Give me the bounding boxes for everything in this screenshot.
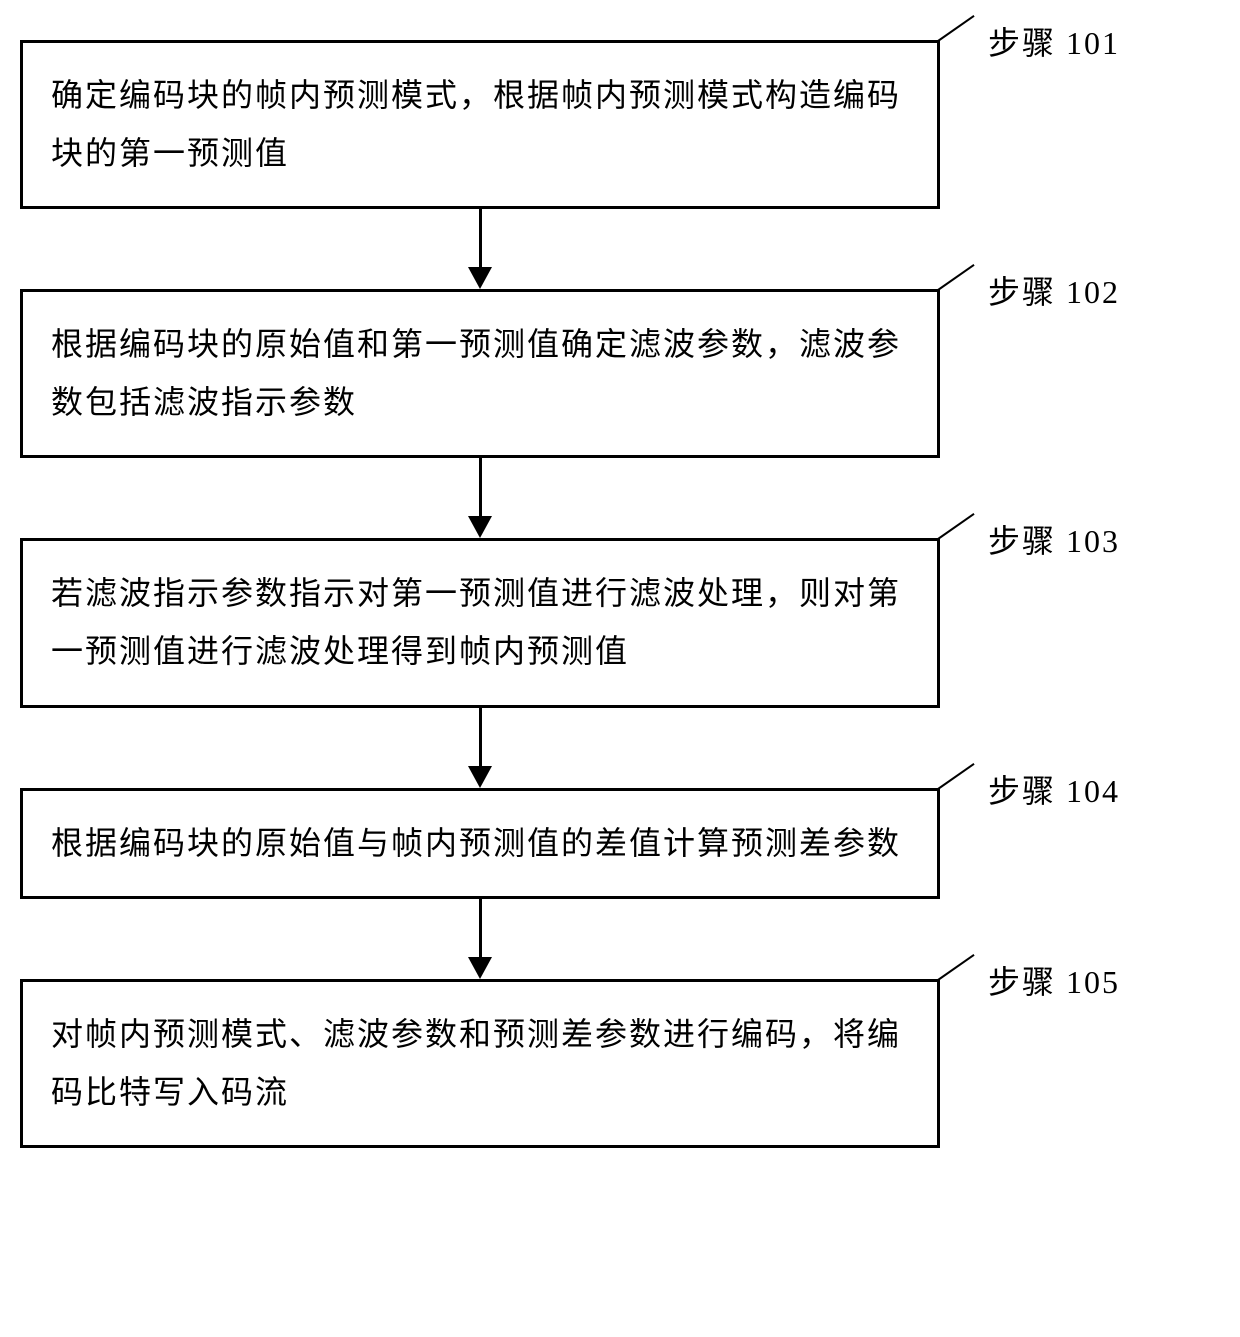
step-label-104: 步骤 104 xyxy=(988,766,1120,812)
arrow xyxy=(20,899,940,979)
step-text: 若滤波指示参数指示对第一预测值进行滤波处理，则对第一预测值进行滤波处理得到帧内预… xyxy=(51,575,901,669)
step-box-101: 确定编码块的帧内预测模式，根据帧内预测模式构造编码块的第一预测值 xyxy=(20,40,940,209)
step-label-103: 步骤 103 xyxy=(988,516,1120,562)
connector-line xyxy=(937,954,974,981)
step-box-104: 根据编码块的原始值与帧内预测值的差值计算预测差参数 xyxy=(20,788,940,900)
arrow-head xyxy=(468,516,492,538)
step-row: 根据编码块的原始值和第一预测值确定滤波参数，滤波参数包括滤波指示参数 步骤 10… xyxy=(20,289,1220,458)
step-text: 对帧内预测模式、滤波参数和预测差参数进行编码，将编码比特写入码流 xyxy=(51,1016,901,1110)
arrow xyxy=(20,458,940,538)
connector-line xyxy=(937,264,974,291)
step-box-103: 若滤波指示参数指示对第一预测值进行滤波处理，则对第一预测值进行滤波处理得到帧内预… xyxy=(20,538,940,707)
arrow xyxy=(20,708,940,788)
step-text: 根据编码块的原始值和第一预测值确定滤波参数，滤波参数包括滤波指示参数 xyxy=(51,326,901,420)
arrow-head xyxy=(468,766,492,788)
step-text: 根据编码块的原始值与帧内预测值的差值计算预测差参数 xyxy=(51,825,901,861)
step-row: 确定编码块的帧内预测模式，根据帧内预测模式构造编码块的第一预测值 步骤 101 xyxy=(20,40,1220,209)
step-label-102: 步骤 102 xyxy=(988,267,1120,313)
step-row: 对帧内预测模式、滤波参数和预测差参数进行编码，将编码比特写入码流 步骤 105 xyxy=(20,979,1220,1148)
step-row: 若滤波指示参数指示对第一预测值进行滤波处理，则对第一预测值进行滤波处理得到帧内预… xyxy=(20,538,1220,707)
connector-line xyxy=(937,513,974,540)
arrow-head xyxy=(468,957,492,979)
flowchart-container: 确定编码块的帧内预测模式，根据帧内预测模式构造编码块的第一预测值 步骤 101 … xyxy=(20,40,1220,1148)
arrow-line xyxy=(479,899,482,961)
step-label-101: 步骤 101 xyxy=(988,18,1120,64)
step-box-102: 根据编码块的原始值和第一预测值确定滤波参数，滤波参数包括滤波指示参数 xyxy=(20,289,940,458)
connector-line xyxy=(937,763,974,790)
arrow-head xyxy=(468,267,492,289)
connector-line xyxy=(937,15,974,42)
step-box-105: 对帧内预测模式、滤波参数和预测差参数进行编码，将编码比特写入码流 xyxy=(20,979,940,1148)
step-row: 根据编码块的原始值与帧内预测值的差值计算预测差参数 步骤 104 xyxy=(20,788,1220,900)
arrow xyxy=(20,209,940,289)
arrow-line xyxy=(479,209,482,271)
arrow-line xyxy=(479,458,482,520)
step-label-105: 步骤 105 xyxy=(988,957,1120,1003)
arrow-line xyxy=(479,708,482,770)
step-text: 确定编码块的帧内预测模式，根据帧内预测模式构造编码块的第一预测值 xyxy=(51,77,901,171)
